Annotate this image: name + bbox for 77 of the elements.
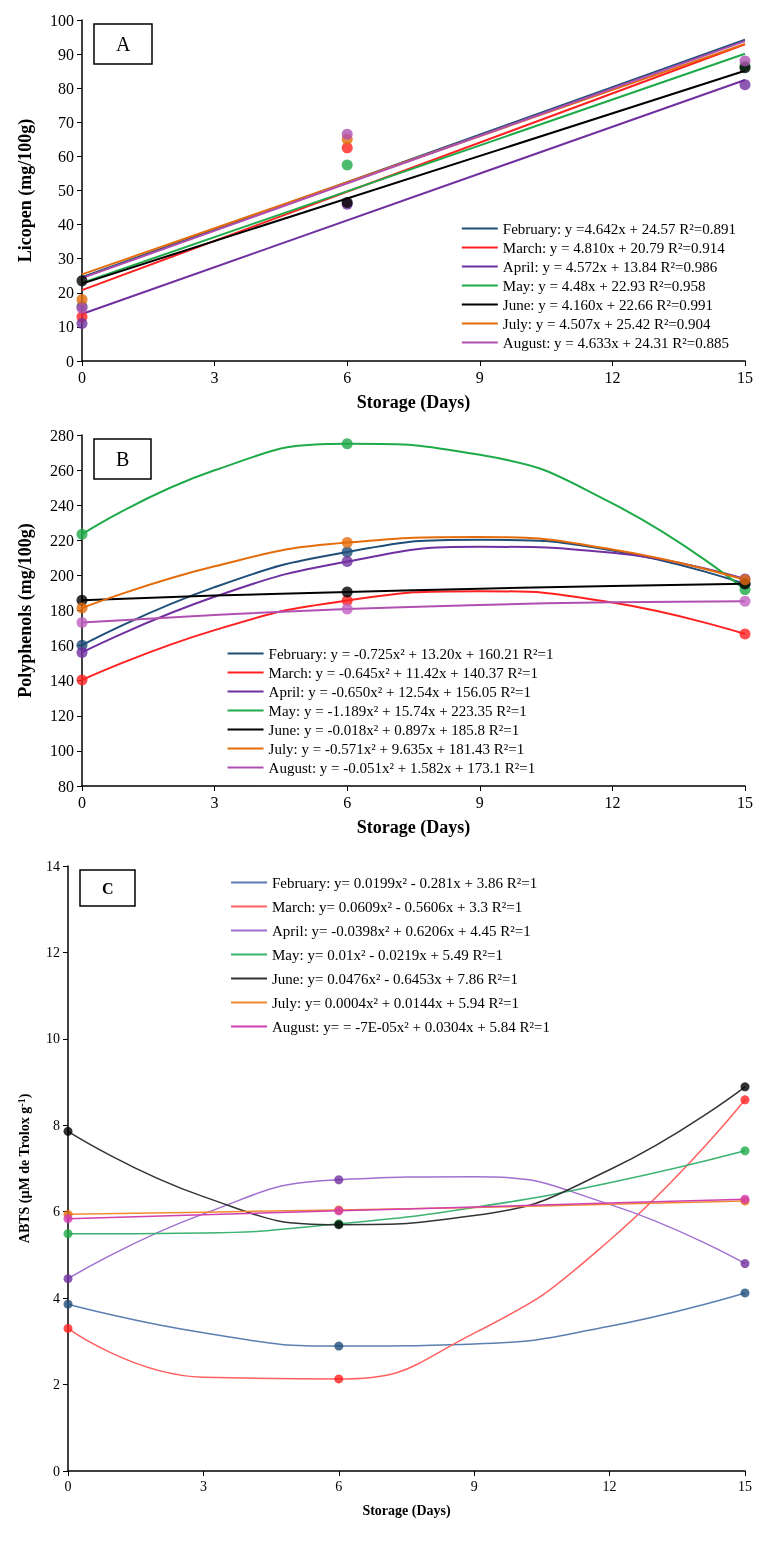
text: B (116, 448, 130, 470)
legend-label: July: y = -0.571x² + 9.635x + 181.43 R²=1 (268, 740, 525, 757)
y-tick-label: 200 (50, 566, 74, 584)
legend-label: May: y= 0.01x² - 0.0219x + 5.49 R²=1 (272, 946, 504, 963)
y-tick-label: 240 (50, 496, 74, 514)
x-tick-label: 0 (78, 793, 86, 811)
x-tick-label: 15 (737, 793, 753, 811)
legend-label: July: y = 4.507x + 25.42 R²=0.904 (502, 315, 712, 332)
y-tick-label: 4 (53, 1290, 60, 1306)
y-tick-label: 40 (58, 216, 74, 234)
y-tick-label: 280 (50, 426, 74, 444)
y-tick-label: 10 (58, 318, 74, 336)
y-tick-label: 120 (50, 707, 74, 725)
y-tick-label: 8 (53, 1117, 60, 1133)
x-tick-label: 3 (199, 1478, 207, 1494)
x-tick-label: 15 (738, 1478, 752, 1494)
y-axis-title: ABTS (µM de Trolox g-1) (15, 1093, 33, 1244)
y-tick-label: 2 (53, 1377, 60, 1393)
legend-label: July: y= 0.0004x² + 0.0144x + 5.94 R²=1 (272, 994, 520, 1011)
text: A (116, 33, 131, 55)
y-tick-label: 0 (66, 352, 74, 370)
y-tick-label: 50 (58, 182, 74, 199)
legend-label: March: y = -0.645x² + 11.42x + 140.37 R²=1 (268, 664, 538, 681)
y-tick-label: 80 (58, 777, 74, 795)
y-tick-label: 100 (50, 11, 74, 29)
y-axis-title: Licopen (mg/100g) (15, 118, 36, 263)
x-tick-label: 12 (602, 1478, 617, 1494)
legend-label: May: y = 4.48x + 22.93 R²=0.958 (502, 277, 706, 294)
y-tick-label: 6 (53, 1204, 60, 1220)
y-tick-label: 30 (58, 250, 74, 268)
y-tick-label: 140 (50, 672, 74, 690)
text: C (102, 879, 114, 897)
legend-label: June: y = 4.160x + 22.66 R²=0.991 (502, 296, 714, 313)
legend-label: February: y = -0.725x² + 13.20x + 160.21 R²=1 (268, 645, 554, 662)
legend-label: April: y= -0.0398x² + 0.6206x + 4.45 R²=1 (272, 922, 531, 939)
legend-label: June: y = -0.018x² + 0.897x + 185.8 R²=1 (268, 721, 520, 738)
y-tick-label: 10 (46, 1031, 60, 1047)
y-tick-label: 80 (58, 79, 74, 97)
legend-label: April: y = -0.650x² + 12.54x + 156.05 R²=1 (268, 683, 531, 700)
y-tick-label: 220 (50, 531, 74, 549)
legend-label: March: y = 4.810x + 20.79 R²=0.914 (502, 239, 726, 256)
x-tick-label: 15 (737, 368, 753, 386)
legend-label: April: y = 4.572x + 13.84 R²=0.986 (502, 258, 718, 275)
y-tick-label: 12 (46, 944, 60, 960)
y-tick-label: 180 (50, 602, 74, 619)
x-axis-title: Storage (Days) (356, 392, 471, 413)
x-tick-label: 12 (604, 793, 621, 811)
y-axis-title: Polyphenols (mg/100g) (15, 523, 36, 698)
legend-label: August: y = -0.051x² + 1.582x + 173.1 R²=1 (268, 759, 536, 776)
legend-label: February: y= 0.0199x² - 0.281x + 3.86 R²=1 (272, 874, 538, 891)
x-tick-label: 9 (470, 1478, 478, 1494)
y-tick-label: 0 (53, 1463, 60, 1479)
y-tick-label: 100 (50, 742, 74, 760)
x-tick-label: 6 (343, 368, 352, 386)
y-tick-label: 90 (58, 45, 74, 63)
x-tick-label: 6 (335, 1478, 343, 1494)
y-tick-label: 160 (50, 637, 74, 655)
x-tick-label: 6 (343, 793, 352, 811)
x-tick-label: 3 (210, 793, 219, 811)
x-tick-label: 3 (210, 368, 219, 386)
y-tick-label: 14 (46, 858, 60, 874)
x-tick-label: 12 (604, 368, 621, 386)
x-tick-label: 9 (475, 368, 484, 386)
legend-label: March: y= 0.0609x² - 0.5606x + 3.3 R²=1 (272, 898, 523, 915)
y-tick-label: 70 (58, 113, 74, 131)
x-tick-label: 0 (78, 368, 86, 386)
legend-label: February: y =4.642x + 24.57 R²=0.891 (502, 220, 737, 237)
legend-label: August: y = 4.633x + 24.31 R²=0.885 (502, 334, 729, 351)
y-tick-label: 60 (58, 147, 74, 165)
legend-label: May: y = -1.189x² + 15.74x + 223.35 R²=1 (268, 702, 527, 719)
x-tick-label: 9 (475, 793, 484, 811)
legend-label: June: y= 0.0476x² - 0.6453x + 7.86 R²=1 (272, 970, 519, 987)
y-tick-label: 260 (50, 461, 74, 479)
y-tick-label: 20 (58, 284, 74, 302)
x-axis-title: Storage (Days) (362, 1502, 451, 1519)
x-axis-title: Storage (Days) (356, 817, 471, 838)
legend-label: August: y= = -7E-05x² + 0.0304x + 5.84 R²=1 (272, 1018, 550, 1035)
